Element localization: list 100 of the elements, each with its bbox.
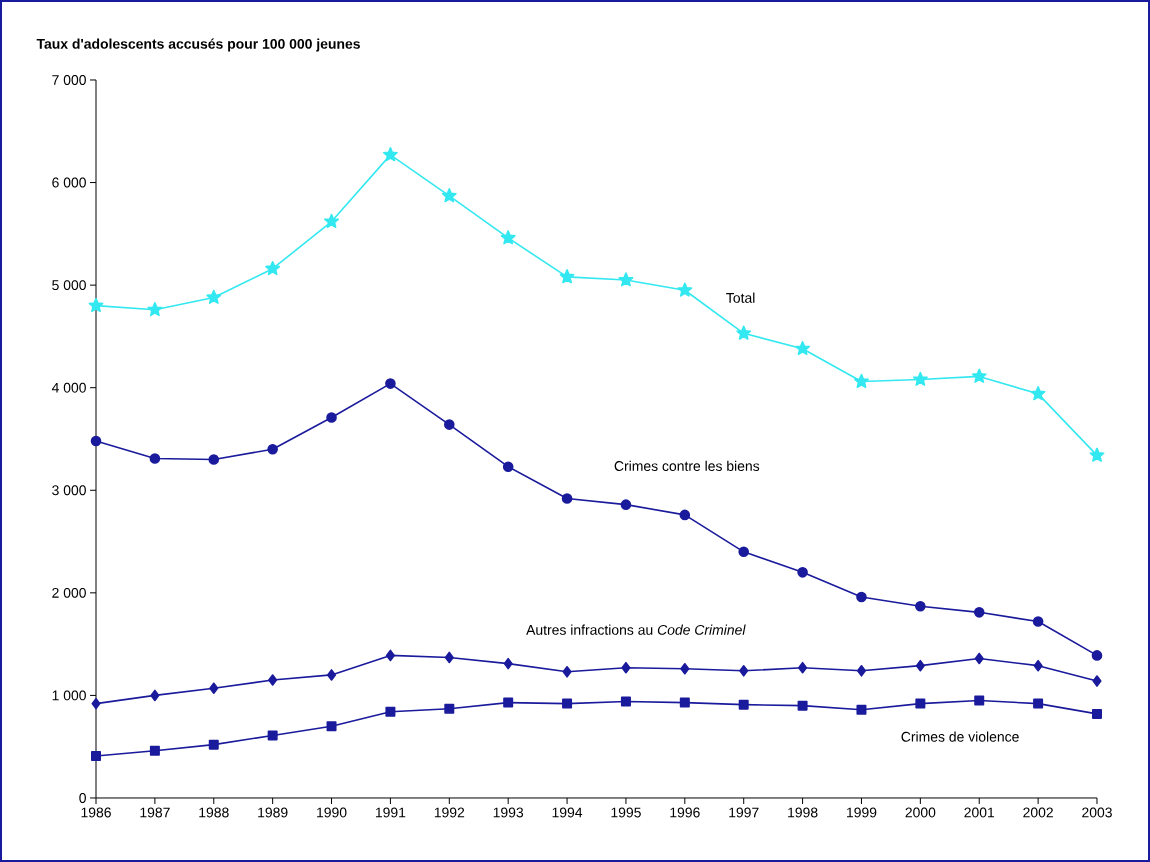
point [620, 696, 631, 707]
point [208, 454, 220, 465]
point [90, 435, 102, 447]
x-tick-label: 1986 [81, 807, 111, 818]
point [797, 700, 808, 711]
x-tick-label: 2002 [1023, 807, 1053, 818]
x-tick-label: 1995 [611, 807, 641, 818]
point [91, 697, 101, 710]
x-tick-label: 1993 [493, 807, 524, 818]
point [854, 373, 869, 389]
point [444, 651, 454, 664]
point [856, 665, 867, 677]
x-tick-label: 2000 [905, 807, 936, 818]
x-tick-label: 2003 [1082, 807, 1112, 818]
point [559, 269, 575, 284]
point [677, 282, 693, 297]
point [1091, 650, 1103, 661]
x-tick-label: 1999 [847, 807, 877, 818]
series-label: Total [726, 292, 755, 303]
point [326, 669, 337, 681]
point [915, 659, 925, 672]
x-tick-label: 1988 [199, 807, 229, 818]
x-tick-label: 1987 [140, 807, 170, 818]
point [620, 499, 632, 510]
point [267, 730, 278, 741]
x-tick-label: 2001 [964, 807, 995, 818]
y-tick-label: 5 000 [52, 280, 86, 291]
point [1092, 675, 1102, 687]
y-tick-label: 4 000 [51, 382, 86, 393]
point [1030, 386, 1046, 401]
y-tick-label: 1 000 [52, 690, 86, 701]
point [562, 666, 572, 678]
x-tick-label: 1991 [375, 807, 406, 818]
point [385, 706, 396, 717]
point [974, 695, 985, 706]
point [268, 674, 278, 686]
point [621, 661, 631, 674]
point [856, 591, 867, 603]
text: Autres infractions au Code Criminel [526, 624, 746, 635]
point [503, 657, 513, 670]
point [265, 260, 281, 276]
point [618, 272, 634, 287]
point [147, 301, 163, 317]
text: Crimes contre les biens [614, 460, 760, 472]
point [1033, 698, 1044, 709]
point [974, 652, 984, 665]
point [1032, 616, 1044, 627]
y-axis-title: Taux d'adolescents accusés pour 100 000 jeunes [36, 38, 360, 52]
point [444, 419, 455, 430]
point [739, 665, 749, 677]
point [324, 213, 339, 228]
point [444, 703, 455, 714]
point [679, 509, 691, 521]
point [562, 698, 573, 709]
point [679, 697, 690, 708]
x-tick-label: 1994 [552, 807, 583, 818]
x-tick-label: 1997 [729, 807, 759, 818]
point [1033, 659, 1043, 672]
point [267, 443, 278, 455]
point [561, 493, 573, 504]
point [382, 147, 398, 162]
series-label: Crimes de violence [901, 731, 1019, 742]
y-tick-label: 7 000 [52, 75, 86, 85]
x-tick-label: 1989 [258, 807, 288, 818]
x-tick-label: 1998 [788, 807, 818, 818]
point [385, 649, 395, 662]
point [326, 412, 337, 423]
x-tick-label: 1992 [434, 807, 465, 818]
point [208, 739, 219, 750]
point [738, 546, 750, 558]
point [326, 721, 337, 732]
point [500, 230, 516, 245]
point [1089, 447, 1105, 462]
point [915, 698, 926, 709]
point [856, 704, 867, 715]
point [150, 689, 160, 702]
point [441, 188, 457, 203]
point [209, 682, 219, 695]
point [680, 662, 690, 675]
point [502, 461, 514, 472]
point [912, 371, 928, 386]
y-tick-label: 3 000 [52, 485, 86, 496]
x-tick-label: 1996 [670, 807, 700, 818]
point [798, 661, 808, 674]
point [503, 697, 514, 708]
point [973, 607, 985, 618]
x-tick-label: 1990 [317, 807, 347, 818]
point [1091, 708, 1102, 719]
point [206, 289, 222, 304]
point [385, 378, 396, 389]
point [149, 453, 161, 464]
point [149, 745, 160, 756]
point [88, 297, 104, 313]
y-tick-label: 0 [79, 793, 86, 803]
point [797, 567, 808, 578]
point [91, 750, 102, 761]
point [971, 368, 987, 383]
point [736, 325, 752, 340]
point [795, 340, 811, 356]
y-tick-label: 6 000 [52, 177, 86, 188]
